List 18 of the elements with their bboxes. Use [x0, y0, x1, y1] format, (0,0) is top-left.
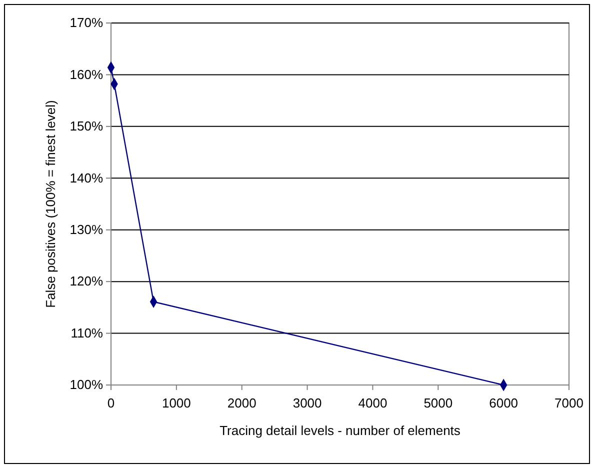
- x-tick-label: 1000: [162, 395, 191, 410]
- y-tick-label: 130%: [70, 222, 104, 238]
- x-tick-label: 3000: [292, 395, 322, 410]
- y-axis-title: False positives (100% = finest level): [43, 100, 58, 308]
- y-tick-label: 150%: [70, 118, 104, 134]
- x-axis-title: Tracing detail levels - number of elements: [220, 423, 461, 438]
- x-tick-label: 7000: [554, 395, 584, 410]
- x-tick-label: 0: [107, 395, 115, 410]
- y-tick-label: 110%: [70, 325, 104, 340]
- y-tick-label: 160%: [70, 66, 104, 82]
- y-tick-label: 170%: [70, 15, 104, 30]
- x-tick-label: 6000: [489, 395, 518, 410]
- x-tick-label: 5000: [424, 395, 453, 410]
- x-tick-label: 2000: [227, 395, 256, 410]
- x-tick-label: 4000: [358, 395, 388, 410]
- y-tick-label: 100%: [70, 377, 104, 392]
- y-tick-label: 140%: [70, 170, 104, 186]
- y-tick-label: 120%: [70, 274, 104, 289]
